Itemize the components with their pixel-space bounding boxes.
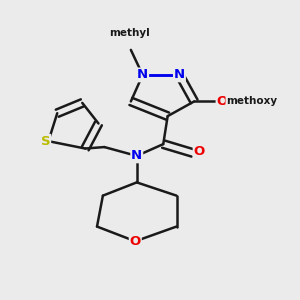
Text: S: S [41, 135, 50, 148]
Text: O: O [130, 235, 141, 248]
Text: methoxy: methoxy [226, 96, 277, 106]
Text: O: O [217, 95, 228, 108]
Text: N: N [174, 68, 185, 81]
Text: methyl: methyl [109, 28, 150, 38]
Text: N: N [137, 68, 148, 81]
Text: O: O [194, 145, 205, 158]
Text: N: N [131, 149, 142, 162]
